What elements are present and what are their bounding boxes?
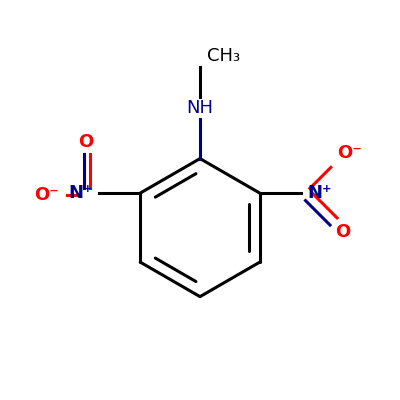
Text: O: O — [78, 133, 94, 151]
Text: O⁻: O⁻ — [337, 144, 362, 162]
Text: N⁺: N⁺ — [68, 184, 93, 202]
Text: O⁻: O⁻ — [34, 186, 59, 204]
Text: NH: NH — [186, 99, 214, 117]
Text: O: O — [336, 224, 351, 242]
Text: N⁺: N⁺ — [307, 184, 332, 202]
Text: CH₃: CH₃ — [207, 47, 240, 65]
